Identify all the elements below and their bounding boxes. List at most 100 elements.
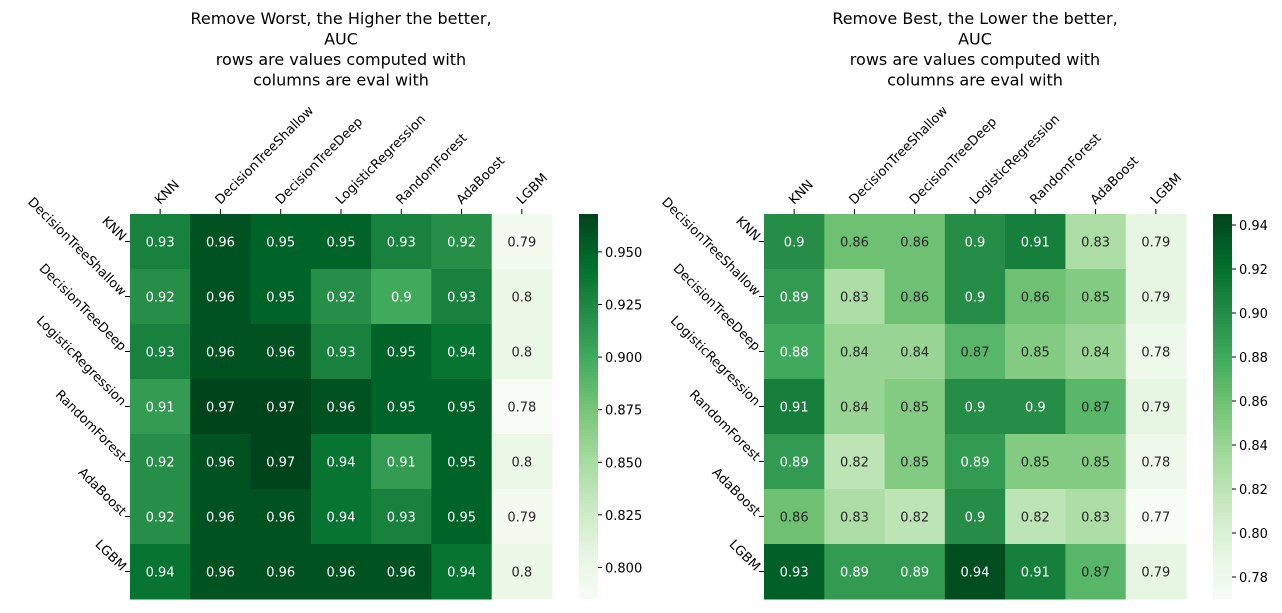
- cell-value-label: 0.93: [146, 346, 175, 361]
- cell-value-label: 0.94: [447, 566, 476, 581]
- colorbar-tick-label: 0.94: [1239, 219, 1268, 234]
- heatmap-cell: [824, 379, 886, 435]
- colorbar-segment: [579, 451, 598, 456]
- colorbar-segment: [1213, 544, 1232, 549]
- colorbar-segment: [1213, 499, 1232, 504]
- colorbar-segment: [1213, 528, 1232, 533]
- colorbar-tick-label: 0.78: [1239, 571, 1268, 586]
- heatmap-cell: [884, 269, 946, 325]
- colorbar-segment: [579, 297, 598, 302]
- heatmap-cell: [310, 214, 372, 270]
- heatmap-cell: [310, 269, 372, 325]
- colorbar-segment: [579, 335, 598, 340]
- colorbar-segment: [1213, 557, 1232, 562]
- colorbar-segment: [579, 454, 598, 459]
- colorbar-segment: [1213, 329, 1232, 334]
- colorbar-segment: [1213, 538, 1232, 542]
- cell-value-label: 0.96: [206, 346, 235, 361]
- heatmap-cell: [491, 269, 553, 325]
- cell-value-label: 0.8: [512, 456, 533, 471]
- colorbar-segment: [579, 374, 598, 379]
- colorbar-segment: [579, 538, 598, 542]
- colorbar-segment: [1213, 531, 1232, 536]
- heatmap-cell: [130, 544, 191, 600]
- x-tick-label: DecisionTreeShallow: [213, 103, 318, 208]
- cell-value-label: 0.96: [206, 511, 235, 526]
- heatmap-panel-2: Remove Best, the Lower the better, AUCrow…: [658, 9, 1268, 600]
- cell-value-label: 0.95: [327, 236, 356, 251]
- cell-value-label: 0.93: [146, 236, 175, 251]
- cell-value-label: 0.84: [900, 346, 929, 361]
- colorbar-segment: [1213, 582, 1232, 587]
- colorbar-segment: [579, 380, 598, 385]
- colorbar-segment: [1213, 509, 1232, 513]
- cell-value-label: 0.85: [900, 401, 929, 416]
- colorbar-tick-label: 0.825: [605, 509, 642, 524]
- colorbar-tick-label: 0.80: [1239, 527, 1268, 542]
- heatmap-cell: [250, 214, 312, 270]
- colorbar-segment: [1213, 271, 1232, 276]
- heatmap-cell: [371, 324, 432, 380]
- colorbar-segment: [579, 284, 598, 289]
- cell-value-label: 0.91: [780, 401, 809, 416]
- heatmap-cell: [431, 324, 493, 380]
- heatmap-cell: [764, 544, 825, 600]
- heatmap-cell: [824, 269, 886, 325]
- heatmap-cell: [130, 269, 191, 325]
- colorbar-segment: [1213, 566, 1232, 571]
- colorbar-segment: [579, 361, 598, 366]
- colorbar-segment: [1213, 361, 1232, 366]
- colorbar-segment: [1213, 396, 1232, 401]
- y-tick-label: DecisionTreeShallow: [658, 195, 763, 300]
- colorbar-segment: [579, 246, 598, 250]
- cell-value-label: 0.9: [965, 236, 986, 251]
- colorbar-segment: [579, 483, 598, 488]
- colorbar-segment: [1213, 323, 1232, 327]
- colorbar-segment: [579, 595, 598, 600]
- cell-value-label: 0.94: [327, 511, 356, 526]
- colorbar-segment: [579, 387, 598, 392]
- y-tick-label: DecisionTreeShallow: [24, 195, 129, 300]
- cell-value-label: 0.89: [961, 456, 990, 471]
- colorbar-segment: [1213, 461, 1232, 465]
- colorbar-segment: [1213, 281, 1232, 286]
- colorbar-segment: [1213, 550, 1232, 555]
- colorbar-segment: [579, 531, 598, 536]
- colorbar-segment: [1213, 223, 1232, 228]
- heatmap-cell: [371, 379, 432, 435]
- colorbar-segment: [579, 303, 598, 308]
- colorbar-segment: [1213, 592, 1232, 597]
- colorbar-segment: [1213, 586, 1232, 590]
- colorbar-segment: [579, 432, 598, 436]
- colorbar-segment: [1213, 236, 1232, 241]
- colorbar-segment: [1213, 496, 1232, 501]
- colorbar-segment: [1213, 345, 1232, 350]
- colorbar-segment: [579, 249, 598, 254]
- colorbar-segment: [1213, 595, 1232, 600]
- heatmap-cell: [944, 379, 1006, 435]
- colorbar-tick-label: 0.800: [605, 561, 642, 576]
- colorbar-segment: [1213, 554, 1232, 558]
- colorbar-segment: [1213, 400, 1232, 404]
- colorbar-segment: [579, 457, 598, 462]
- colorbar-tick-label: 0.900: [605, 351, 642, 366]
- heatmap-cell: [190, 544, 252, 600]
- colorbar-segment: [579, 480, 598, 485]
- cell-value-label: 0.85: [900, 456, 929, 471]
- x-tick-label: KNN: [786, 177, 816, 207]
- heatmap-cell: [491, 379, 553, 435]
- colorbar-segment: [1213, 477, 1232, 481]
- heatmap-cell: [371, 489, 432, 545]
- cell-value-label: 0.95: [387, 346, 416, 361]
- colorbar-segment: [1213, 294, 1232, 299]
- heatmap-cell: [130, 379, 191, 435]
- y-tick-label: LGBM: [92, 537, 129, 574]
- cell-value-label: 0.95: [447, 456, 476, 471]
- x-tick-label: KNN: [152, 177, 182, 207]
- cell-value-label: 0.96: [266, 566, 295, 581]
- colorbar-tick-label: 0.850: [605, 456, 642, 471]
- colorbar-segment: [579, 473, 598, 478]
- heatmap-cell: [250, 544, 312, 600]
- colorbar-segment: [579, 291, 598, 295]
- colorbar-segment: [1213, 380, 1232, 385]
